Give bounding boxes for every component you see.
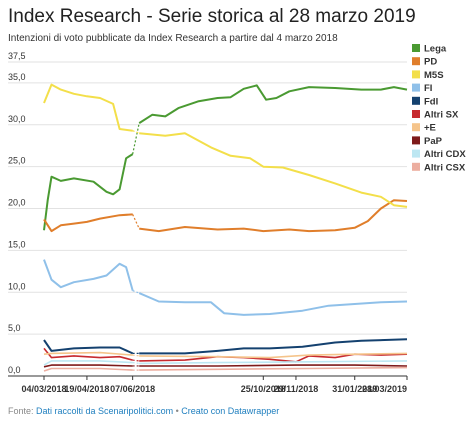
series-line (43, 351, 133, 356)
series-gap-line (132, 130, 140, 134)
y-axis-ticks: 0,0 5,0 10,0 15,0 20,0 25,0 30,0 35,0 37,5 (8, 51, 26, 375)
legend-label: PD (424, 57, 437, 68)
y-tick-label: 5,0 (8, 323, 21, 333)
legend-swatch (412, 57, 420, 66)
legend-item: Altri CSX (412, 162, 466, 173)
footer-separator: • (173, 406, 182, 416)
series-line (138, 84, 408, 124)
x-tick-label: 31/01/2019 (332, 384, 377, 394)
series-line (43, 213, 133, 233)
legend-item: Altri SX (412, 110, 459, 121)
series-line (43, 153, 134, 231)
grid (8, 61, 407, 377)
x-tick-label: 28/03/2019 (362, 384, 407, 394)
series-line (43, 360, 133, 366)
series-line (43, 83, 133, 132)
x-tick-label: 07/06/2018 (110, 384, 155, 394)
legend-label: PaP (424, 136, 443, 147)
series-line (139, 366, 408, 371)
legend-item: FI (412, 83, 432, 94)
series-altri-cdx (43, 360, 408, 366)
series-line (139, 352, 408, 359)
series-line (43, 339, 134, 355)
legend-label: Altri CDX (424, 149, 466, 160)
series-gap-line (132, 123, 140, 155)
legend-item: PD (412, 57, 437, 68)
legend-item: FdI (412, 96, 438, 107)
x-tick-label: 25/10/2018 (241, 384, 286, 394)
legend-label: Altri SX (424, 110, 459, 121)
legend-item: PaP (412, 136, 443, 147)
series-line (139, 364, 408, 367)
series-lega (43, 84, 408, 231)
series-fi (43, 259, 408, 316)
x-tick-label: 19/04/2018 (64, 384, 109, 394)
legend-swatch (412, 70, 420, 79)
legend-item: Lega (412, 44, 447, 55)
y-tick-label: 20,0 (8, 198, 26, 208)
series-pd (43, 199, 408, 233)
series-gap-line (132, 214, 140, 229)
legend-swatch (412, 162, 420, 171)
footer: Fonte: Dati raccolti da Scenaripolitici.… (8, 406, 279, 416)
series-line (43, 367, 133, 372)
series-line (139, 199, 408, 233)
series-line (43, 347, 133, 361)
footer-prefix: Fonte: (8, 406, 37, 416)
y-tick-label: 15,0 (8, 239, 26, 249)
series-line (139, 132, 408, 208)
series-line (43, 259, 134, 291)
legend: Lega PD M5S FI FdI Altri SX +E PaP Altri CDX Altr… (412, 44, 466, 173)
series--e (43, 351, 408, 359)
series-line (139, 360, 408, 365)
legend-item: Altri CDX (412, 149, 466, 160)
y-tick-label: 35,0 (8, 72, 26, 82)
chart-subtitle: Intenzioni di voto pubblicate da Index R… (8, 33, 338, 44)
legend-item: +E (412, 123, 436, 134)
y-tick-label: 37,5 (8, 51, 26, 61)
y-tick-label: 10,0 (8, 281, 26, 291)
chart-title: Index Research - Serie storica al 28 mar… (8, 6, 416, 27)
series-pap (43, 364, 408, 368)
datawrapper-link[interactable]: Creato con Datawrapper (181, 406, 280, 416)
source-link[interactable]: Dati raccolti da Scenaripolitici.com (36, 406, 174, 416)
series-line (139, 338, 408, 355)
legend-swatch (412, 110, 420, 118)
series-line (43, 364, 133, 368)
series-gap-line (132, 354, 140, 357)
x-tick-label: 29/11/2018 (274, 384, 319, 394)
y-tick-label: 30,0 (8, 114, 26, 124)
legend-label: Lega (424, 44, 447, 55)
series-altri-csx (43, 366, 408, 372)
series-gap-line (132, 359, 140, 362)
series-fdi (43, 338, 408, 355)
legend-swatch (412, 149, 420, 158)
legend-swatch (412, 83, 420, 92)
legend-label: M5S (424, 70, 444, 81)
legend-label: FI (424, 83, 432, 94)
legend-swatch (412, 123, 420, 132)
series-lines (43, 83, 408, 372)
y-tick-label: 0,0 (8, 365, 21, 375)
series-gap-line (132, 362, 140, 365)
legend-swatch (412, 44, 420, 52)
legend-swatch (412, 96, 420, 105)
legend-label: FdI (424, 96, 438, 107)
series-gap-line (132, 290, 140, 294)
legend-label: +E (424, 123, 436, 134)
legend-item: M5S (412, 70, 444, 81)
legend-label: Altri CSX (424, 162, 466, 173)
series-line (138, 292, 408, 316)
legend-swatch (412, 136, 420, 145)
x-tick-label: 04/03/2018 (21, 384, 66, 394)
y-tick-label: 25,0 (8, 156, 26, 166)
series-m5s (43, 83, 408, 208)
